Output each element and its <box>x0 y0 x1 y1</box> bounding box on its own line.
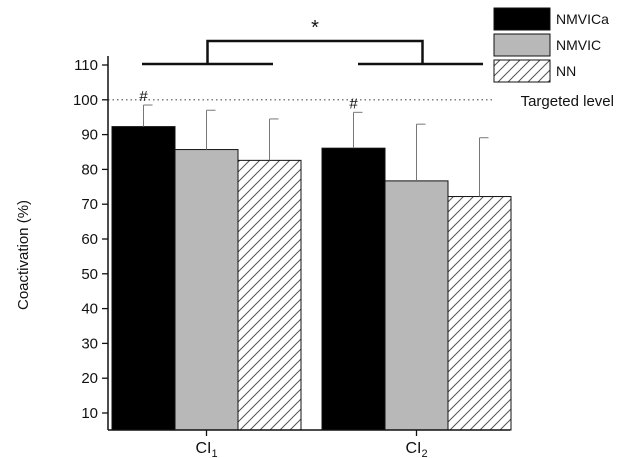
y-tick-label: 110 <box>74 57 98 74</box>
bracket-top <box>206 39 424 64</box>
bar-nn-1 <box>237 159 302 431</box>
legend: NMVICa NMVIC NN <box>493 7 609 83</box>
significance-bracket <box>142 39 483 66</box>
y-tick-label: 40 <box>81 301 98 318</box>
legend-label-nn: NN <box>556 63 576 79</box>
bar-nmvica-2 <box>321 147 386 431</box>
bars <box>111 126 512 431</box>
y-tick-label: 80 <box>81 161 98 178</box>
bar-nmvica-1 <box>111 126 176 431</box>
significance-star: * <box>311 17 319 39</box>
y-tick-label: 50 <box>81 266 98 283</box>
bar-nn-2 <box>447 196 512 431</box>
legend-swatch-nn <box>493 59 551 83</box>
y-tick-label: 30 <box>81 335 98 352</box>
error-bars <box>143 104 489 197</box>
legend-label-nmvica: NMVICa <box>556 11 609 27</box>
y-tick-label: 100 <box>73 92 98 109</box>
hash-annotation: # <box>349 95 358 112</box>
y-axis: 10 20 30 40 50 60 70 80 90 100 110 <box>73 56 109 430</box>
reference-line-group: Targeted level <box>108 93 614 110</box>
bar-nmvic-1 <box>174 149 239 431</box>
hash-annotations: # # <box>139 88 358 112</box>
targeted-level-label: Targeted level <box>521 93 614 110</box>
x-category-label: CI2 <box>405 440 427 458</box>
y-axis-label: Coactivation (%) <box>15 200 32 310</box>
y-tick-label: 20 <box>81 370 98 387</box>
y-tick-label: 10 <box>81 405 98 422</box>
bar-nmvic-2 <box>384 180 449 431</box>
hash-annotation: # <box>139 88 148 105</box>
y-tick-label: 70 <box>81 196 98 213</box>
x-category-label: CI1 <box>195 440 217 458</box>
x-axis: CI1 CI2 <box>108 429 510 458</box>
legend-swatch-nmvica <box>493 7 551 31</box>
legend-swatch-nmvic <box>493 33 551 57</box>
y-tick-label: 60 <box>81 231 98 248</box>
legend-label-nmvic: NMVIC <box>556 37 601 53</box>
y-tick-label: 90 <box>81 127 98 144</box>
